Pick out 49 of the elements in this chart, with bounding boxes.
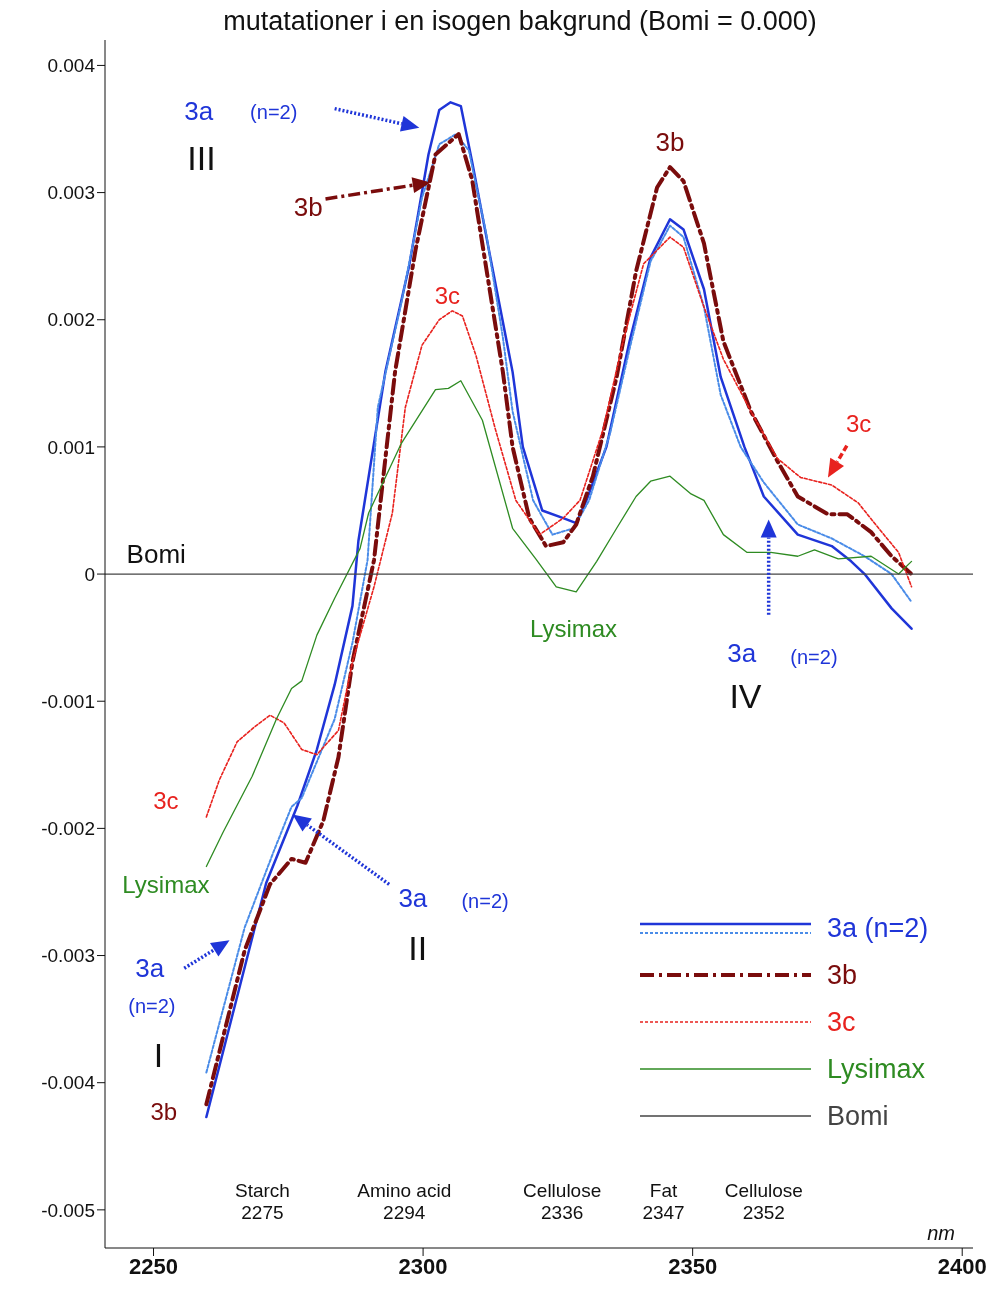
annotation: 3b (655, 126, 685, 157)
chart-title: mutatationer i en isogen bakgrund (Bomi = 0.000) (223, 6, 817, 36)
annotation: 3c (153, 786, 179, 814)
text: 3a (n=2) (827, 913, 930, 944)
annotation: II (408, 928, 428, 967)
annotation: IV (729, 677, 762, 716)
y-tick-label: -0.001 (41, 690, 95, 712)
annotation: 3a (398, 883, 428, 914)
annotation: 3b (150, 1098, 178, 1126)
annotation: (n=2) (461, 889, 509, 912)
y-tick-label: -0.002 (41, 818, 95, 840)
annotation: (n=2) (790, 645, 838, 668)
annotation: Lysimax (529, 615, 618, 643)
annotation: I (153, 1035, 164, 1074)
y-tick-label: 0 (84, 563, 95, 585)
x-tick-label: 2300 (398, 1253, 448, 1279)
y-tick-label: -0.005 (41, 1199, 95, 1221)
text: Lysimax (827, 1054, 927, 1085)
text: Bomi (827, 1101, 890, 1132)
annotation: (n=2) (250, 101, 298, 124)
annotation: Bomi (126, 538, 186, 569)
annotation: (n=2) (128, 995, 176, 1018)
text: 3c (827, 1007, 857, 1038)
line-series (205, 380, 913, 868)
annotation: Starch 2275 (234, 1179, 290, 1223)
annotation: 3a (135, 953, 165, 984)
annotation: III (187, 139, 216, 178)
annotation: Lysimax (122, 870, 210, 898)
annotation: 3b (293, 191, 323, 222)
annotation: Fat 2347 (642, 1179, 685, 1223)
x-axis-title: nm (927, 1222, 955, 1244)
x-tick-label: 2400 (937, 1253, 987, 1279)
y-tick-label: 0.004 (47, 55, 96, 77)
annotation: Amino acid 2294 (357, 1179, 452, 1223)
line-series (205, 236, 913, 818)
text: 3b (827, 960, 859, 991)
x-tick-label: 2350 (668, 1253, 718, 1279)
x-tick-label: 2250 (129, 1253, 178, 1279)
annotation: 3c (846, 410, 872, 438)
y-tick-label: 0.003 (47, 182, 95, 204)
y-tick-label: 0.002 (47, 309, 95, 331)
y-tick-label: -0.003 (41, 945, 95, 967)
annotation: 3a (727, 638, 757, 668)
y-tick-label: -0.004 (41, 1072, 96, 1094)
annotation: Cellulose 2352 (724, 1179, 803, 1223)
annotation: 3a (184, 96, 214, 127)
annotation: Cellulose 2336 (523, 1179, 602, 1223)
y-tick-label: 0.001 (47, 436, 95, 458)
annotation: 3c (434, 281, 461, 309)
